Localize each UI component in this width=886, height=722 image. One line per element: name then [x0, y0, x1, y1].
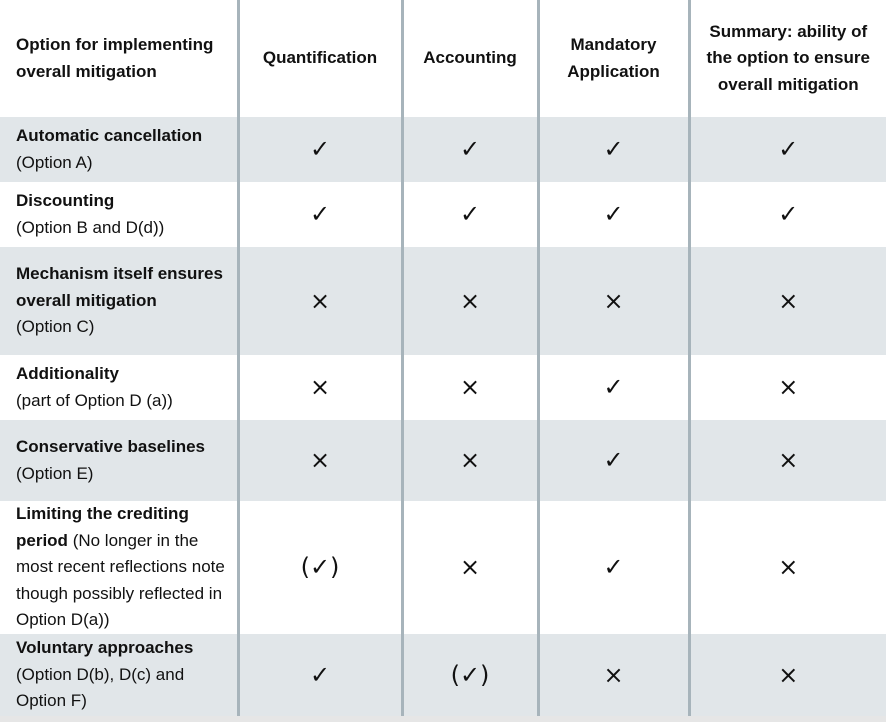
- label-note: (No longer in the most recent reflection…: [16, 530, 225, 630]
- mark-cell: ×: [236, 355, 402, 420]
- label-bold: Limiting the crediting period: [16, 504, 189, 550]
- label-bold: Voluntary approaches: [16, 638, 194, 658]
- mark-cell: ✓: [536, 501, 689, 634]
- mark-cell: ✓: [236, 117, 402, 182]
- mark-cell: ×: [536, 634, 689, 716]
- mark-cell: ×: [400, 247, 538, 355]
- row: Voluntary approaches (Option D(b), D(c) …: [0, 634, 886, 716]
- row: Limiting the crediting period (No longer…: [0, 501, 886, 634]
- header-cell: Accounting: [400, 0, 538, 117]
- label-bold: Conservative baselines: [16, 437, 205, 456]
- row-label: Limiting the crediting period (No longer…: [0, 501, 238, 634]
- mark-cell: ×: [400, 355, 538, 420]
- label-note: (Option B and D(d)): [16, 217, 165, 237]
- mark-cell: ✓: [236, 634, 402, 716]
- row-label: Voluntary approaches (Option D(b), D(c) …: [0, 634, 238, 716]
- mark-cell: ×: [536, 247, 689, 355]
- label-note: (Option C): [16, 317, 95, 337]
- mark-cell: ×: [400, 420, 538, 501]
- header-row: Option for implementing overall mitigati…: [0, 0, 886, 117]
- row: Discounting (Option B and D(d)) ✓ ✓ ✓ ✓: [0, 182, 886, 247]
- header-cell: Summary: ability of the option to ensure…: [687, 0, 886, 117]
- row: Additionality (part of Option D (a)) × × ✓ ×: [0, 355, 886, 420]
- mark-cell: ×: [687, 634, 886, 716]
- mark-cell: ×: [236, 420, 402, 501]
- row-label: Automatic cancellation (Option A): [0, 117, 238, 182]
- label-bold: Mechanism itself ensures overall mitigat…: [16, 264, 223, 310]
- label-bold: Additionality: [16, 364, 119, 383]
- mark-cell: ✓: [536, 420, 689, 501]
- mark-cell: ✓: [236, 182, 402, 247]
- mark-cell: ✓: [687, 117, 886, 182]
- header-cell: Option for implementing overall mitigati…: [16, 35, 214, 81]
- mark-cell: ×: [687, 501, 886, 634]
- mark-cell: ✓: [536, 117, 689, 182]
- mark-cell: ×: [687, 420, 886, 501]
- mark-cell: ✓: [536, 182, 689, 247]
- mark-cell: ×: [687, 355, 886, 420]
- label-note: (Option E): [16, 463, 94, 483]
- row: Mechanism itself ensures overall mitigat…: [0, 247, 886, 355]
- row-label: Conservative baselines (Option E): [0, 420, 238, 501]
- mark-cell: ✓: [400, 182, 538, 247]
- row: Conservative baselines (Option E) × × ✓ ×: [0, 420, 886, 501]
- header-cell: Quantification: [236, 0, 402, 117]
- mark-cell: ✓: [536, 355, 689, 420]
- label-note: (Option D(b), D(c) and Option F): [16, 664, 185, 711]
- label-note: (Option A): [16, 152, 93, 172]
- row: Automatic cancellation (Option A) ✓ ✓ ✓ ✓: [0, 117, 886, 182]
- mark-cell: (✓): [400, 634, 538, 716]
- row-label: Mechanism itself ensures overall mitigat…: [0, 247, 238, 355]
- row-label: Discounting (Option B and D(d)): [0, 182, 238, 247]
- mark-cell: ✓: [400, 117, 538, 182]
- mark-cell: ×: [236, 247, 402, 355]
- mark-cell: (✓): [236, 501, 402, 634]
- label-bold: Discounting: [16, 191, 115, 210]
- mark-cell: ×: [400, 501, 538, 634]
- label-bold: Automatic cancellation: [16, 126, 203, 145]
- label-note: (part of Option D (a)): [16, 390, 173, 410]
- mark-cell: ×: [687, 247, 886, 355]
- header-cell: Mandatory Application: [536, 0, 689, 117]
- mark-cell: ✓: [687, 182, 886, 247]
- row-label: Additionality (part of Option D (a)): [0, 355, 238, 420]
